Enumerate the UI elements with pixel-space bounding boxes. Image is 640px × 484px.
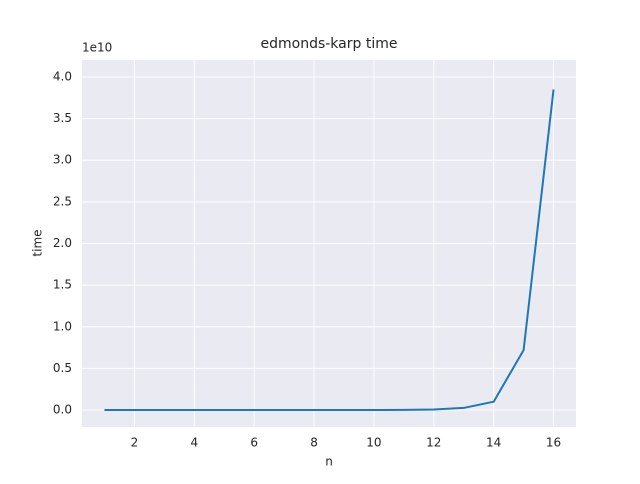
y-tick-label: 2.5: [53, 194, 72, 208]
x-tick-label: 4: [190, 436, 198, 450]
y-axis-label: time: [31, 229, 45, 256]
x-tick-label: 6: [250, 436, 258, 450]
y-tick-label: 1.5: [53, 278, 72, 292]
x-tick-label: 16: [546, 436, 561, 450]
y-offset-label: 1e10: [82, 41, 112, 55]
x-tick-label: 12: [426, 436, 441, 450]
x-axis-label: n: [325, 455, 333, 469]
y-tick-label: 0.5: [53, 361, 72, 375]
x-tick-label: 8: [310, 436, 318, 450]
y-tick-label: 3.0: [53, 153, 72, 167]
x-tick-label: 14: [486, 436, 501, 450]
data-line: [104, 89, 555, 412]
chart-title: edmonds-karp time: [261, 36, 398, 52]
y-tick-label: 4.0: [53, 69, 72, 83]
y-tick-label: 3.5: [53, 111, 72, 125]
x-tick-label: 10: [366, 436, 381, 450]
y-tick-label: 2.0: [53, 236, 72, 250]
y-tick-label: 1.0: [53, 319, 72, 333]
y-tick-label: 0.0: [53, 403, 72, 417]
x-tick-label: 2: [131, 436, 139, 450]
